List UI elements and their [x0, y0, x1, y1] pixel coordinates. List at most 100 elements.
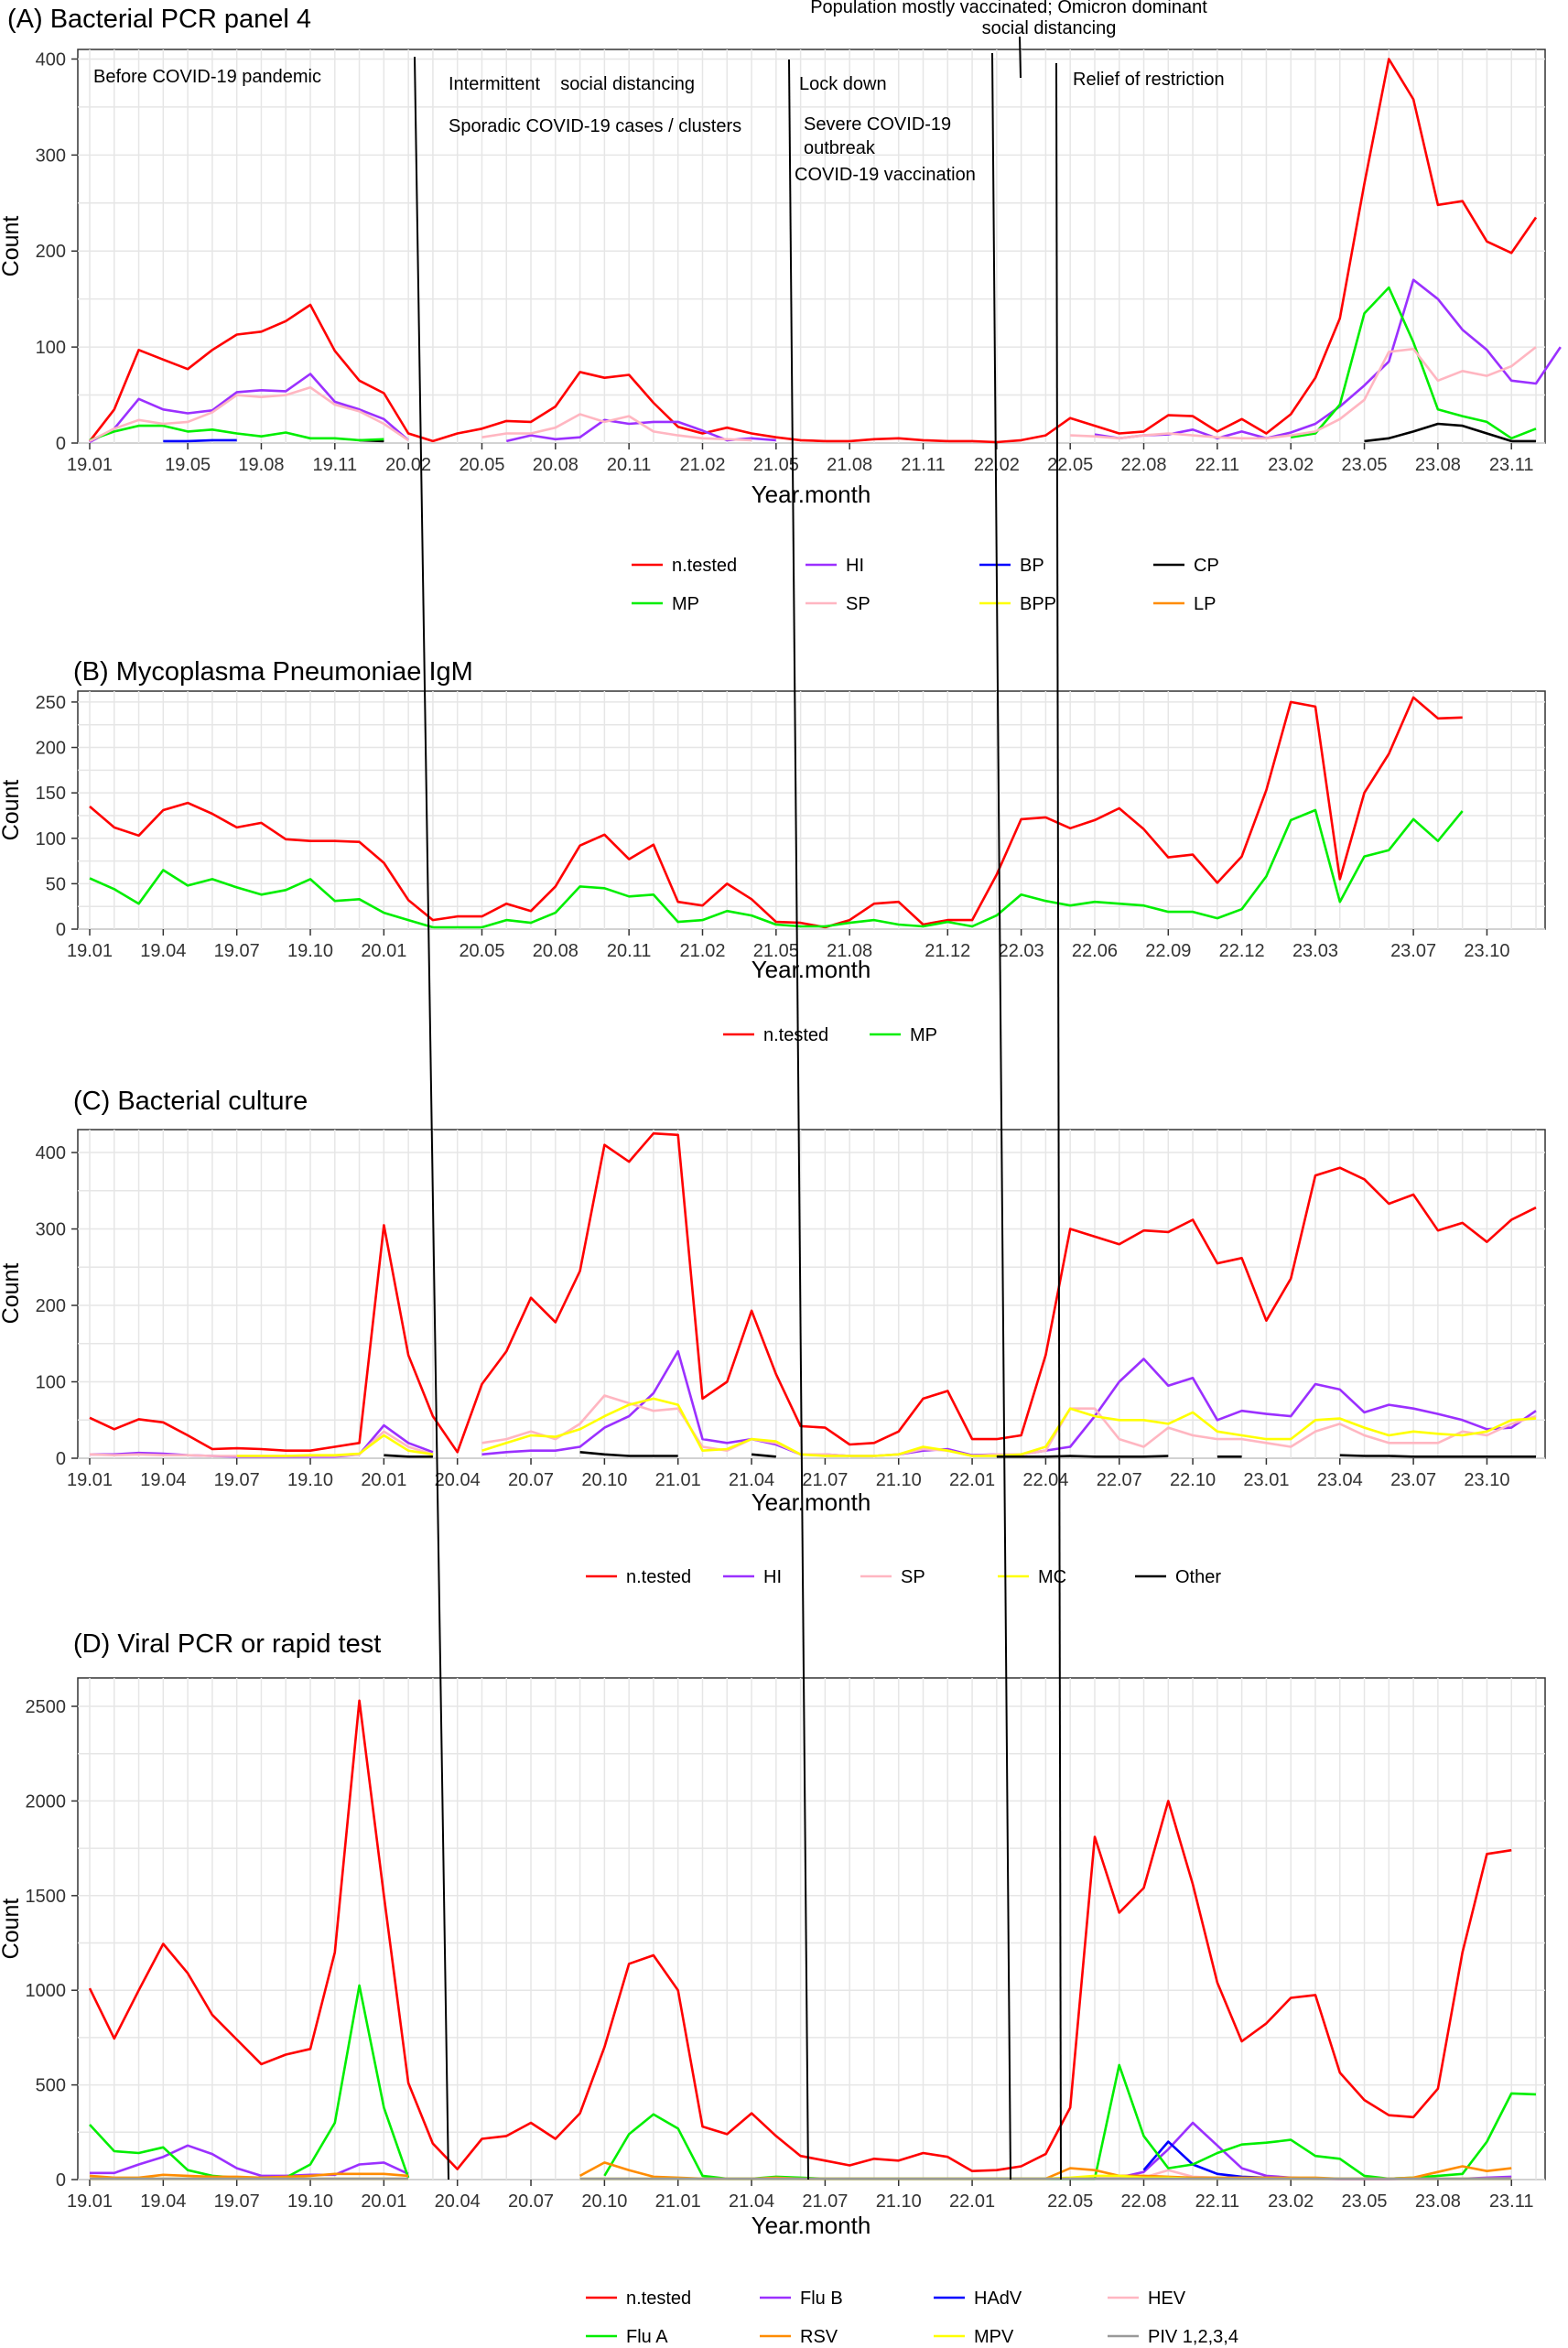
x-tick-label: 23.02: [1268, 455, 1314, 475]
x-tick-label: 21.08: [827, 455, 872, 475]
plot-background: [77, 1129, 1546, 1459]
y-tick-labels: 0 100 200 300 400: [36, 1143, 78, 1469]
x-tick-label: 21.12: [925, 941, 970, 961]
legend-label: BPP: [1020, 594, 1056, 614]
y-axis-label: Count: [0, 1899, 24, 1960]
series-line-mc: [236, 1397, 1537, 1457]
y-tick-label: 400: [36, 1143, 66, 1163]
x-tick-label: 19.04: [140, 941, 186, 961]
panel-title: (D) Viral PCR or rapid test: [73, 1629, 381, 1659]
annotation-severe-outbreak: Severe COVID-19: [804, 114, 951, 135]
y-tick-label: 250: [36, 693, 66, 713]
x-tick-labels: 19.01 19.04 19.07 19.10 20.01 20.04 20.07 20.10…: [67, 2180, 1534, 2212]
legend: n.tested HI SP MC Other: [586, 1567, 1221, 1587]
x-tick-label: 20.10: [581, 2191, 627, 2212]
x-tick-label: 23.04: [1317, 1470, 1363, 1490]
x-axis-label: Year.month: [752, 481, 871, 508]
legend-label: LP: [1194, 594, 1216, 614]
x-tick-label: 22.12: [1219, 941, 1265, 961]
x-tick-label: 21.07: [802, 1470, 848, 1490]
x-tick-label: 22.08: [1120, 455, 1166, 475]
x-tick-label: 19.10: [287, 2191, 333, 2212]
annotation-mostly-vaccinated: Population mostly vaccinated; Omicron do…: [810, 0, 1207, 17]
series-line-sp: [89, 346, 1537, 443]
x-tick-label: 20.11: [607, 941, 652, 961]
y-tick-label: 50: [46, 874, 66, 894]
y-tick-label: 200: [36, 739, 66, 759]
panel-bacterial-culture: (C) Bacterial culture 0 100 200 300 400 19.0…: [0, 1087, 1546, 1587]
legend-label: SP: [901, 1567, 925, 1587]
x-tick-label: 20.01: [361, 2191, 406, 2212]
series-lines: [88, 58, 1562, 444]
panel-title: (C) Bacterial culture: [73, 1087, 308, 1116]
legend: n.tested Flu B HAdV HEV Flu A RSV MPV PIV 1,2,3…: [586, 2288, 1238, 2347]
y-tick-label: 100: [36, 1373, 66, 1393]
x-tick-label: 21.11: [901, 455, 946, 475]
x-tick-label: 21.01: [655, 1470, 701, 1490]
x-tick-label: 23.03: [1292, 941, 1338, 961]
legend-label: HI: [763, 1567, 782, 1587]
legend: n.tested MP: [723, 1025, 937, 1045]
annotation-relief: Relief of restriction: [1073, 70, 1225, 90]
x-axis-label: Year.month: [752, 2212, 871, 2239]
annotation-vaccination: COVID-19 vaccination: [795, 165, 976, 185]
x-tick-label: 21.01: [655, 2191, 701, 2212]
x-tick-label: 19.04: [140, 1470, 186, 1490]
plot-background: [77, 690, 1546, 930]
panel-title: (A) Bacterial PCR panel 4: [7, 5, 311, 34]
x-tick-label: 23.11: [1489, 455, 1534, 475]
legend-label: CP: [1194, 556, 1219, 576]
x-tick-label: 21.10: [876, 2191, 922, 2212]
x-tick-label: 20.05: [459, 941, 504, 961]
x-tick-label: 20.04: [435, 2191, 481, 2212]
x-tick-label: 20.07: [508, 2191, 554, 2212]
x-tick-labels: 19.01 19.04 19.07 19.10 20.01 20.05 20.08 20.11…: [67, 929, 1509, 961]
x-tick-label: 22.05: [1047, 455, 1093, 475]
x-tick-label: 19.10: [287, 1470, 333, 1490]
x-tick-label: 19.01: [67, 941, 113, 961]
legend-label: MC: [1038, 1567, 1066, 1587]
x-tick-label: 20.02: [385, 455, 431, 475]
legend-label: Flu B: [800, 2288, 843, 2309]
x-tick-label: 21.04: [729, 1470, 774, 1490]
legend: n.tested HI BP CP MP SP BPP LP: [632, 556, 1219, 614]
x-tick-label: 20.04: [435, 1470, 481, 1490]
legend-label: HI: [846, 556, 864, 576]
annotation-sporadic-cases: Sporadic COVID-19 cases / clusters: [449, 116, 741, 136]
x-tick-label: 22.08: [1120, 2191, 1166, 2212]
y-tick-label: 100: [36, 338, 66, 358]
x-tick-label: 20.07: [508, 1470, 554, 1490]
x-tick-labels: 19.01 19.04 19.07 19.10 20.01 20.04 20.07 20.10…: [67, 1458, 1509, 1490]
y-tick-label: 2000: [26, 1791, 67, 1812]
series-line-mp: [89, 286, 1537, 442]
y-tick-label: 300: [36, 1220, 66, 1240]
x-tick-label: 21.05: [753, 455, 799, 475]
panel-title: (B) Mycoplasma Pneumoniae IgM: [73, 657, 473, 687]
x-tick-label: 20.01: [361, 1470, 406, 1490]
series-line-bp: [163, 438, 237, 443]
x-tick-labels: 19.01 19.05 19.08 19.11 20.02 20.05 20.08 20.11…: [67, 443, 1534, 475]
legend-label: n.tested: [672, 556, 737, 576]
x-tick-label: 23.05: [1342, 2191, 1388, 2212]
y-tick-label: 150: [36, 784, 66, 804]
y-tick-label: 300: [36, 146, 66, 166]
annotation-social-distancing: social distancing: [982, 18, 1117, 38]
x-tick-label: 21.02: [679, 941, 725, 961]
x-tick-label: 22.10: [1170, 1470, 1216, 1490]
legend-label: Flu A: [626, 2327, 668, 2347]
x-tick-label: 22.05: [1047, 2191, 1093, 2212]
legend-label: Other: [1175, 1567, 1221, 1587]
y-tick-labels: 0 100 200 300 400: [36, 49, 78, 454]
annotation-lockdown: Lock down: [799, 74, 887, 94]
y-tick-labels: 0 500 1000 1500 2000 2500: [26, 1697, 78, 2191]
x-tick-label: 22.01: [949, 1470, 995, 1490]
legend-label: n.tested: [626, 1567, 691, 1587]
y-axis-label: Count: [0, 216, 24, 277]
x-tick-label: 19.01: [67, 2191, 113, 2212]
legend-label: n.tested: [626, 2288, 691, 2309]
legend-label: HEV: [1148, 2288, 1186, 2309]
panel-mycoplasma-igm: (B) Mycoplasma Pneumoniae IgM 0 50 100 150 2…: [0, 657, 1546, 1045]
divider-line: [414, 56, 449, 2180]
x-tick-label: 21.08: [827, 941, 872, 961]
